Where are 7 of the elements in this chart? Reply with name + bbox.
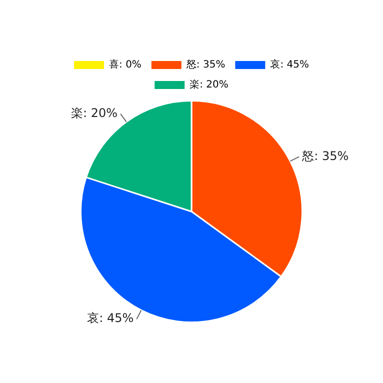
legend-label: 哀: 45% xyxy=(270,58,309,71)
legend-label: 楽: 20% xyxy=(190,78,228,91)
slice-label: 哀: 45% xyxy=(87,311,134,326)
legend-label: 怒: 35% xyxy=(185,58,226,71)
slice-label: 楽: 20% xyxy=(70,106,118,120)
slice-label: 怒: 35% xyxy=(301,148,349,163)
legend-label: 喜: 0% xyxy=(109,58,142,71)
